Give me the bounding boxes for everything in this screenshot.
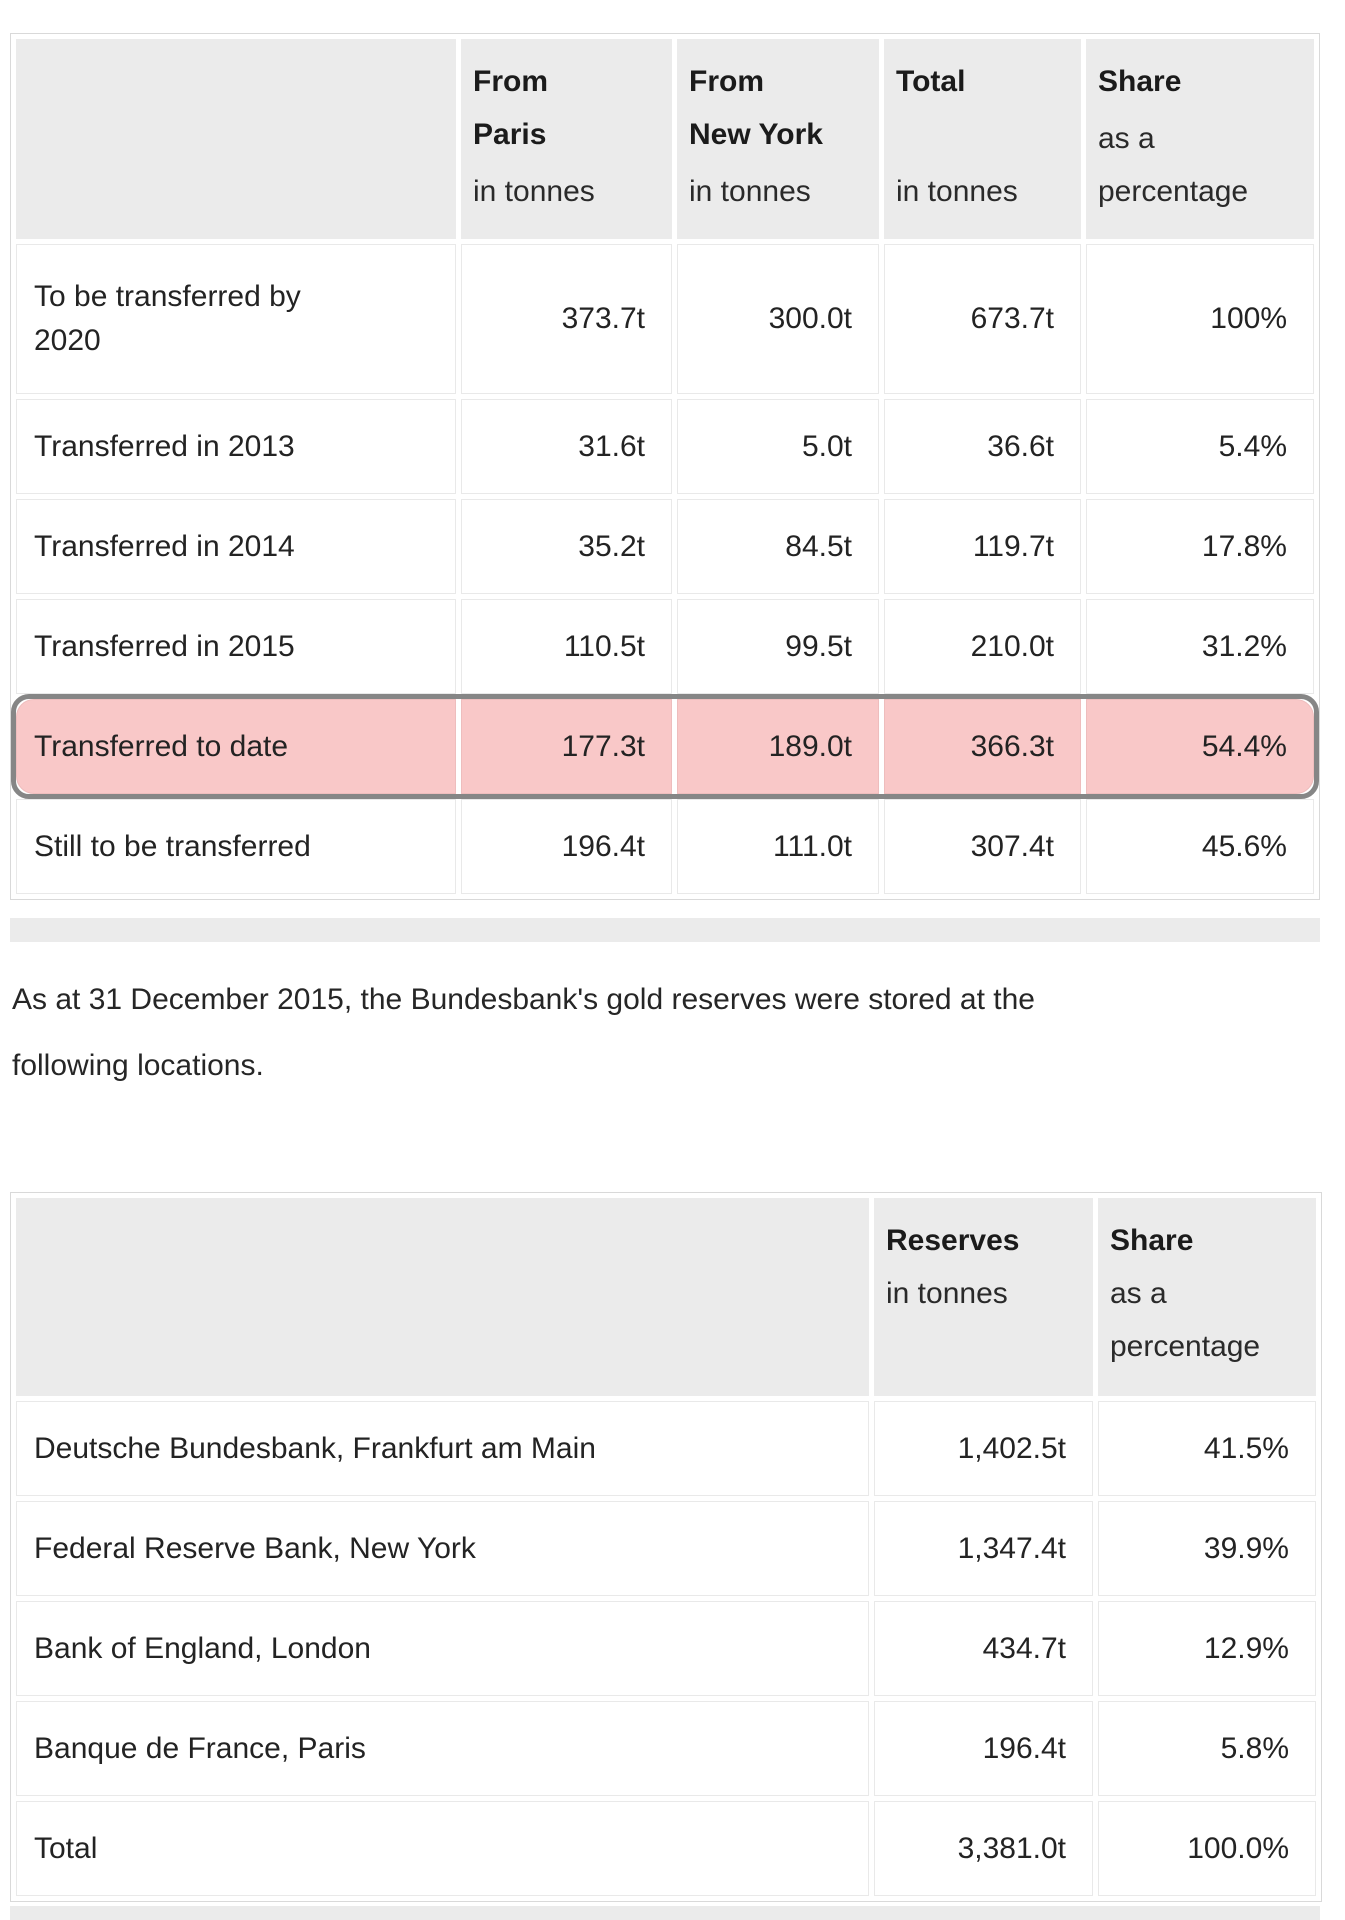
column-title: Reserves xyxy=(886,1224,1020,1257)
table-row: Still to be transferred 196.4t 111.0t 30… xyxy=(16,799,1314,894)
cropped-table-edge xyxy=(10,918,1320,942)
cell-share: 39.9% xyxy=(1098,1501,1316,1596)
reserves-header-share: Share as a percentage xyxy=(1098,1198,1316,1396)
cell-from-new-york: 111.0t xyxy=(677,799,879,894)
cell-from-new-york: 5.0t xyxy=(677,399,879,494)
cell-from-paris: 31.6t xyxy=(461,399,672,494)
cell-share: 41.5% xyxy=(1098,1401,1316,1496)
table-row: Transferred in 2015 110.5t 99.5t 210.0t … xyxy=(16,599,1314,694)
cell-share: 54.4% xyxy=(1086,699,1314,794)
table-row: Transferred in 2014 35.2t 84.5t 119.7t 1… xyxy=(16,499,1314,594)
body-paragraph: As at 31 December 2015, the Bundesbank's… xyxy=(12,983,1035,1082)
row-label: Transferred in 2014 xyxy=(16,499,456,594)
cell-share: 45.6% xyxy=(1086,799,1314,894)
table-row: Deutsche Bundesbank, Frankfurt am Main 1… xyxy=(16,1401,1316,1496)
cell-share: 100.0% xyxy=(1098,1801,1316,1896)
cell-reserves: 3,381.0t xyxy=(874,1801,1093,1896)
gold-reserves-location-table: Reserves in tonnes Share as a percentage… xyxy=(10,1192,1322,1902)
cell-reserves: 1,402.5t xyxy=(874,1401,1093,1496)
row-label: Banque de France, Paris xyxy=(16,1701,869,1796)
column-title: From Paris xyxy=(473,65,548,151)
cell-share: 12.9% xyxy=(1098,1601,1316,1696)
cell-total: 119.7t xyxy=(884,499,1081,594)
table-row: To be transferred by 2020 373.7t 300.0t … xyxy=(16,244,1314,394)
cell-from-new-york: 189.0t xyxy=(677,699,879,794)
cell-from-paris: 35.2t xyxy=(461,499,672,594)
reserves-table-header-row: Reserves in tonnes Share as a percentage xyxy=(16,1198,1316,1396)
table-row: Federal Reserve Bank, New York 1,347.4t … xyxy=(16,1501,1316,1596)
transfer-header-share: Share as a percentage xyxy=(1086,39,1314,239)
cell-total: 366.3t xyxy=(884,699,1081,794)
reserves-header-empty xyxy=(16,1198,869,1396)
cell-from-new-york: 99.5t xyxy=(677,599,879,694)
total-table-row: Total 3,381.0t 100.0% xyxy=(16,1801,1316,1896)
cell-total: 307.4t xyxy=(884,799,1081,894)
cell-from-paris: 196.4t xyxy=(461,799,672,894)
cell-share: 5.8% xyxy=(1098,1701,1316,1796)
cell-from-new-york: 300.0t xyxy=(677,244,879,394)
column-unit: as a percentage xyxy=(1098,122,1249,208)
cell-total: 36.6t xyxy=(884,399,1081,494)
row-label: Transferred in 2015 xyxy=(16,599,456,694)
row-label: Transferred in 2013 xyxy=(16,399,456,494)
row-label: Still to be transferred xyxy=(16,799,456,894)
reserves-header-reserves: Reserves in tonnes xyxy=(874,1198,1093,1396)
cell-share: 17.8% xyxy=(1086,499,1314,594)
column-title: Share xyxy=(1098,65,1182,98)
cell-reserves: 434.7t xyxy=(874,1601,1093,1696)
cell-share: 5.4% xyxy=(1086,399,1314,494)
column-unit: in tonnes xyxy=(689,175,811,208)
cell-from-paris: 373.7t xyxy=(461,244,672,394)
row-label: Deutsche Bundesbank, Frankfurt am Main xyxy=(16,1401,869,1496)
row-label: Transferred to date xyxy=(16,699,456,794)
row-label: Bank of England, London xyxy=(16,1601,869,1696)
column-unit: in tonnes xyxy=(896,175,1018,208)
column-title: Share xyxy=(1110,1224,1194,1257)
cell-share: 100% xyxy=(1086,244,1314,394)
column-unit: in tonnes xyxy=(886,1277,1008,1310)
cell-total: 210.0t xyxy=(884,599,1081,694)
cell-share: 31.2% xyxy=(1086,599,1314,694)
transfer-header-from-new-york: From New York in tonnes xyxy=(677,39,879,239)
transfer-table-header-row: From Paris in tonnes From New York in to… xyxy=(16,39,1314,239)
column-title: Total xyxy=(896,65,966,98)
table-row: Bank of England, London 434.7t 12.9% xyxy=(16,1601,1316,1696)
cropped-table-edge xyxy=(10,1906,1320,1920)
gold-transfer-table: From Paris in tonnes From New York in to… xyxy=(10,33,1320,900)
transfer-header-from-paris: From Paris in tonnes xyxy=(461,39,672,239)
cell-from-new-york: 84.5t xyxy=(677,499,879,594)
column-title: From New York xyxy=(689,65,823,151)
cell-reserves: 196.4t xyxy=(874,1701,1093,1796)
cell-from-paris: 110.5t xyxy=(461,599,672,694)
row-label: Federal Reserve Bank, New York xyxy=(16,1501,869,1596)
cell-reserves: 1,347.4t xyxy=(874,1501,1093,1596)
table-row: Transferred in 2013 31.6t 5.0t 36.6t 5.4… xyxy=(16,399,1314,494)
row-label: Total xyxy=(16,1801,869,1896)
transfer-header-empty xyxy=(16,39,456,239)
column-unit: in tonnes xyxy=(473,175,595,208)
table-row: Banque de France, Paris 196.4t 5.8% xyxy=(16,1701,1316,1796)
cell-total: 673.7t xyxy=(884,244,1081,394)
cell-from-paris: 177.3t xyxy=(461,699,672,794)
transfer-header-total: Total in tonnes xyxy=(884,39,1081,239)
highlighted-table-row: Transferred to date 177.3t 189.0t 366.3t… xyxy=(16,699,1314,794)
row-label: To be transferred by 2020 xyxy=(16,244,456,394)
